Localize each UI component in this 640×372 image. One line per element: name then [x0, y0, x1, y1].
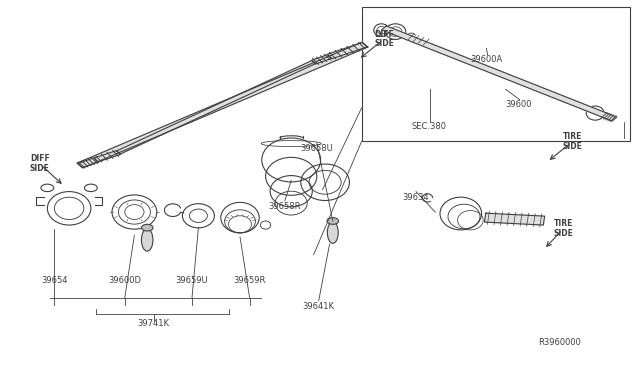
Text: 39654: 39654	[41, 276, 68, 285]
Text: 39634: 39634	[403, 193, 429, 202]
Text: TIRE
SIDE: TIRE SIDE	[563, 132, 583, 151]
Polygon shape	[327, 42, 367, 59]
Polygon shape	[94, 151, 120, 162]
Text: DIFF
SIDE: DIFF SIDE	[29, 154, 50, 173]
Text: 39658R: 39658R	[269, 202, 301, 211]
Text: 39641K: 39641K	[303, 302, 335, 311]
Ellipse shape	[328, 222, 339, 243]
Text: 39659U: 39659U	[176, 276, 208, 285]
Text: 39600: 39600	[505, 100, 532, 109]
Text: 39658U: 39658U	[300, 144, 333, 153]
Ellipse shape	[141, 229, 153, 251]
Polygon shape	[381, 26, 617, 121]
Polygon shape	[78, 158, 98, 168]
Circle shape	[141, 224, 153, 231]
Text: R3960000: R3960000	[539, 338, 581, 347]
Polygon shape	[116, 61, 316, 154]
Text: 39741K: 39741K	[138, 319, 170, 328]
Polygon shape	[312, 55, 332, 64]
Text: TIRE
SIDE: TIRE SIDE	[553, 219, 573, 238]
Text: 39600D: 39600D	[108, 276, 141, 285]
Polygon shape	[484, 213, 545, 225]
Polygon shape	[77, 42, 368, 168]
Text: 39659R: 39659R	[234, 276, 266, 285]
Text: DIFF
SIDE: DIFF SIDE	[374, 30, 394, 48]
Bar	[362, 7, 630, 141]
Circle shape	[327, 218, 339, 224]
Text: 39600A: 39600A	[470, 55, 502, 64]
Text: SEC.380: SEC.380	[412, 122, 446, 131]
